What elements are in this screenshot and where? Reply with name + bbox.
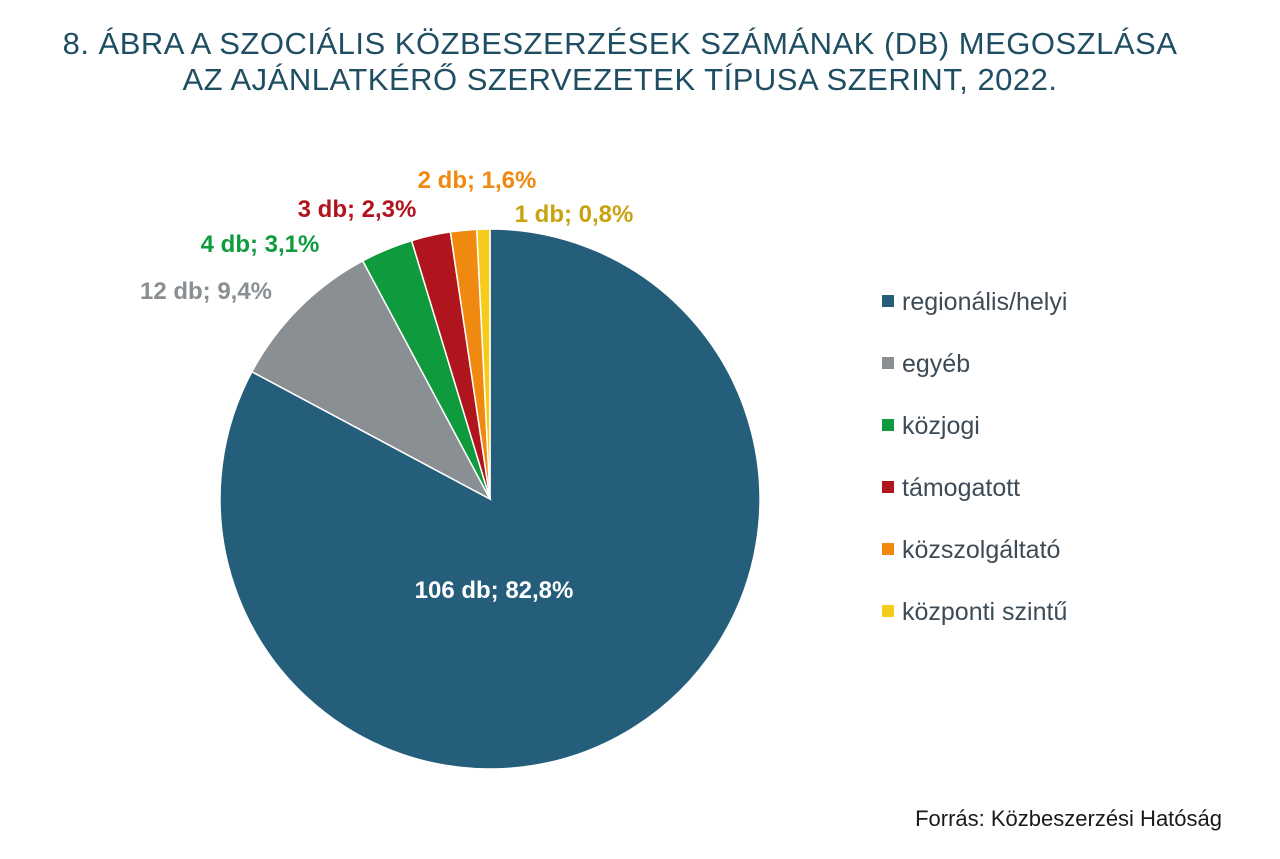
- pie-slice-2: [250, 259, 492, 501]
- data-label-6: 1 db; 0,8%: [515, 201, 634, 228]
- legend: regionális/helyi egyéb közjogi támogatott kö…: [882, 288, 1067, 626]
- legend-swatch-4: [882, 481, 894, 493]
- data-label-1: 106 db; 82,8%: [415, 577, 574, 604]
- chart-title: 8. ÁBRA A SZOCIÁLIS KÖZBESZERZÉSEK SZÁMÁ…: [0, 26, 1240, 98]
- chart-title-line-2: AZ AJÁNLATKÉRŐ SZERVEZETEK TÍPUSA SZERIN…: [182, 62, 1058, 97]
- data-label-4: 3 db; 2,3%: [298, 196, 417, 223]
- legend-label-4: támogatott: [902, 474, 1020, 502]
- legend-swatch-1: [882, 295, 894, 307]
- pie-slice-6: [475, 228, 491, 500]
- data-label-3: 4 db; 3,1%: [201, 231, 320, 258]
- legend-swatch-6: [882, 605, 894, 617]
- legend-swatch-2: [882, 357, 894, 369]
- legend-label-6: központi szintű: [902, 598, 1067, 626]
- pie-data-labels: 106 db; 82,8% 12 db; 9,4% 4 db; 3,1% 3 db; …: [140, 167, 633, 604]
- legend-label-1: regionális/helyi: [902, 288, 1067, 316]
- legend-label-2: egyéb: [902, 350, 970, 378]
- legend-label-3: közjogi: [902, 412, 980, 440]
- data-label-2: 12 db; 9,4%: [140, 278, 272, 305]
- chart-title-line-1: 8. ÁBRA A SZOCIÁLIS KÖZBESZERZÉSEK SZÁMÁ…: [62, 26, 1178, 61]
- source-note: Forrás: Közbeszerzési Hatóság: [915, 806, 1222, 831]
- legend-swatch-5: [882, 543, 894, 555]
- pie-slices: [219, 228, 761, 770]
- data-label-5: 2 db; 1,6%: [418, 167, 537, 194]
- legend-swatch-3: [882, 419, 894, 431]
- legend-label-5: közszolgáltató: [902, 536, 1060, 564]
